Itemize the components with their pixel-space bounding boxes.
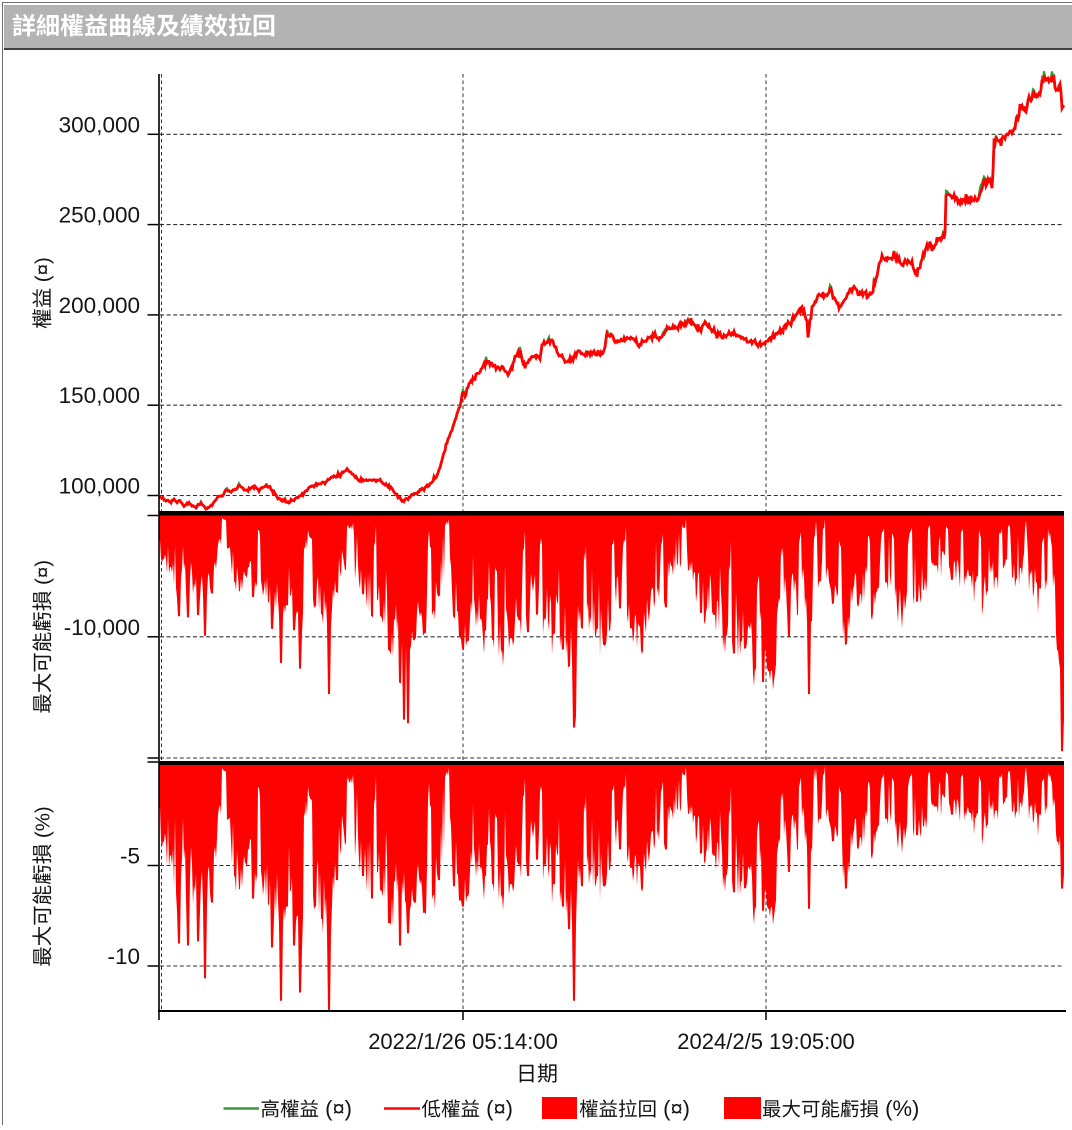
svg-text:-5: -5 — [120, 844, 140, 869]
svg-text:-10: -10 — [107, 944, 140, 969]
svg-text:200,000: 200,000 — [59, 293, 140, 318]
svg-text:2022/1/26 05:14:00: 2022/1/26 05:14:00 — [368, 1029, 558, 1054]
svg-text:-10,000: -10,000 — [64, 615, 140, 640]
svg-text:250,000: 250,000 — [59, 203, 140, 228]
svg-text:(%): (%) — [879, 1096, 919, 1121]
svg-text:(¤): (¤) — [32, 560, 55, 591]
svg-text:2024/2/5 19:05:00: 2024/2/5 19:05:00 — [677, 1029, 854, 1054]
svg-text:(¤): (¤) — [480, 1096, 513, 1121]
svg-text:(¤): (¤) — [657, 1096, 690, 1121]
svg-text:150,000: 150,000 — [59, 383, 140, 408]
svg-text:(¤): (¤) — [32, 257, 55, 288]
svg-text:100,000: 100,000 — [59, 474, 140, 499]
svg-text:(%): (%) — [32, 806, 55, 844]
svg-text:300,000: 300,000 — [59, 112, 140, 137]
svg-text:(¤): (¤) — [319, 1096, 352, 1121]
